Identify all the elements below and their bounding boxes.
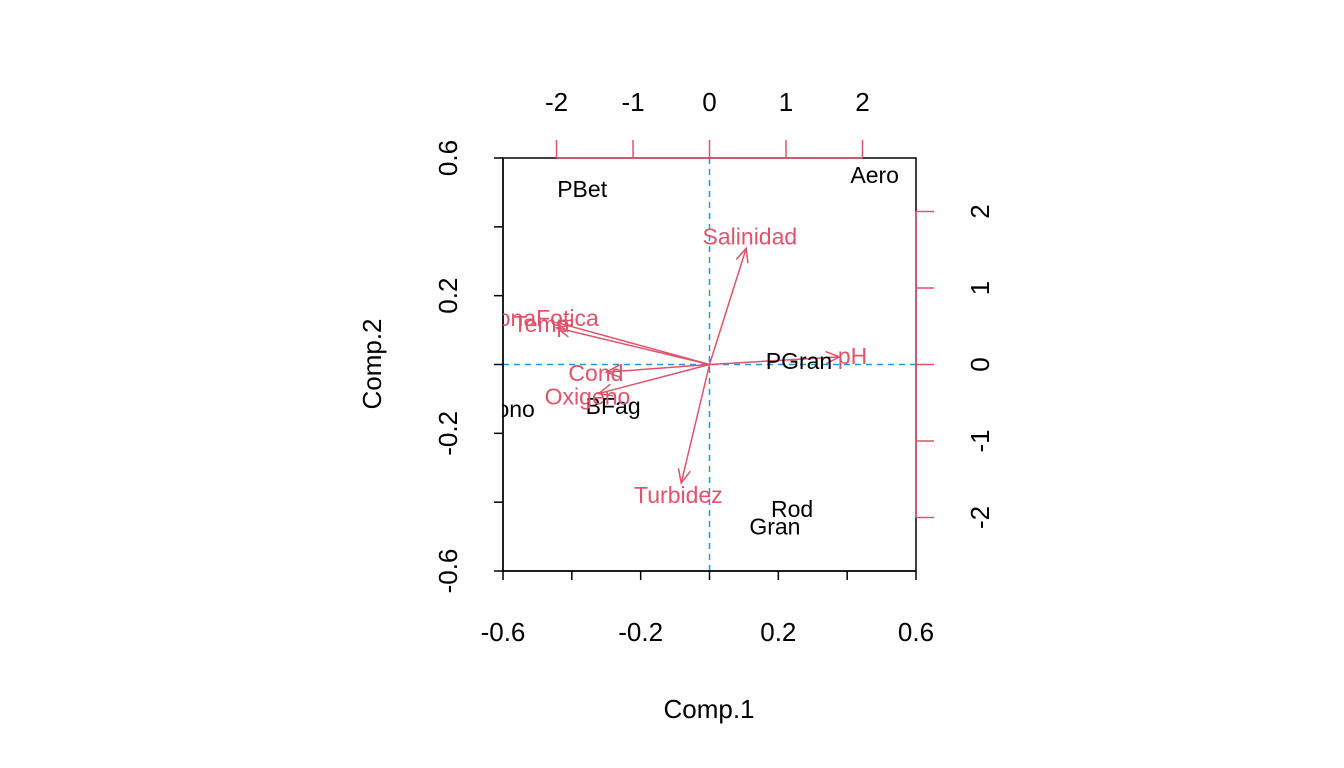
variable-arrow [554, 324, 710, 366]
observation-label: BFag [586, 393, 641, 419]
y-tick-label: -0.2 [433, 411, 463, 456]
variable-arrow [554, 319, 710, 366]
observation-label: PBet [557, 176, 607, 202]
right-tick-label: -2 [965, 506, 995, 529]
variable-arrow [709, 350, 842, 366]
x-tick-label: 0.2 [760, 617, 796, 647]
y-tick-label: 0.6 [433, 140, 463, 176]
variable-label: Cond [568, 360, 623, 386]
observation-label: Rod [771, 496, 813, 522]
variable-arrows [554, 246, 842, 485]
x-tick-label: 0.6 [898, 617, 934, 647]
reference-lines [503, 158, 916, 571]
y-tick-label: -0.6 [433, 549, 463, 594]
y-axis-title: Comp.2 [357, 318, 387, 409]
variable-label: Salinidad [703, 224, 798, 250]
top-axis: -2 -1 0 1 2 [545, 87, 870, 159]
variable-arrow [596, 363, 710, 397]
variable-arrow [708, 246, 749, 365]
variable-arrow [604, 363, 710, 378]
top-tick-label: 1 [779, 87, 793, 117]
variable-label: Temp [513, 311, 569, 337]
right-tick-label: 0 [965, 357, 995, 371]
variable-label: Turbidez [634, 482, 723, 508]
right-tick-label: -1 [965, 429, 995, 452]
observation-label: PGran [766, 348, 832, 374]
top-tick-label: -1 [621, 87, 644, 117]
observation-label: Tono [485, 396, 535, 422]
bottom-axis: -0.6 -0.2 0.2 0.6 [481, 570, 934, 647]
right-tick-label: 2 [965, 204, 995, 218]
left-axis: -0.6 -0.2 0.2 0.6 [433, 140, 504, 594]
top-tick-label: -2 [545, 87, 568, 117]
variable-arrow [677, 364, 711, 485]
right-axis: -2 -1 0 1 2 [915, 204, 995, 529]
variable-label: ZonaFotica [484, 305, 599, 331]
right-tick-label: 1 [965, 281, 995, 295]
observation-label: Gran [749, 513, 800, 539]
y-tick-label: 0.2 [433, 278, 463, 314]
variable-label: Oxigeno [545, 383, 631, 409]
x-axis-title: Comp.1 [663, 694, 754, 724]
top-tick-label: 0 [702, 87, 716, 117]
variable-label: pH [838, 343, 867, 369]
x-tick-label: -0.6 [481, 617, 526, 647]
top-tick-label: 2 [855, 87, 869, 117]
x-tick-label: -0.2 [618, 617, 663, 647]
observation-label: Aero [850, 162, 899, 188]
